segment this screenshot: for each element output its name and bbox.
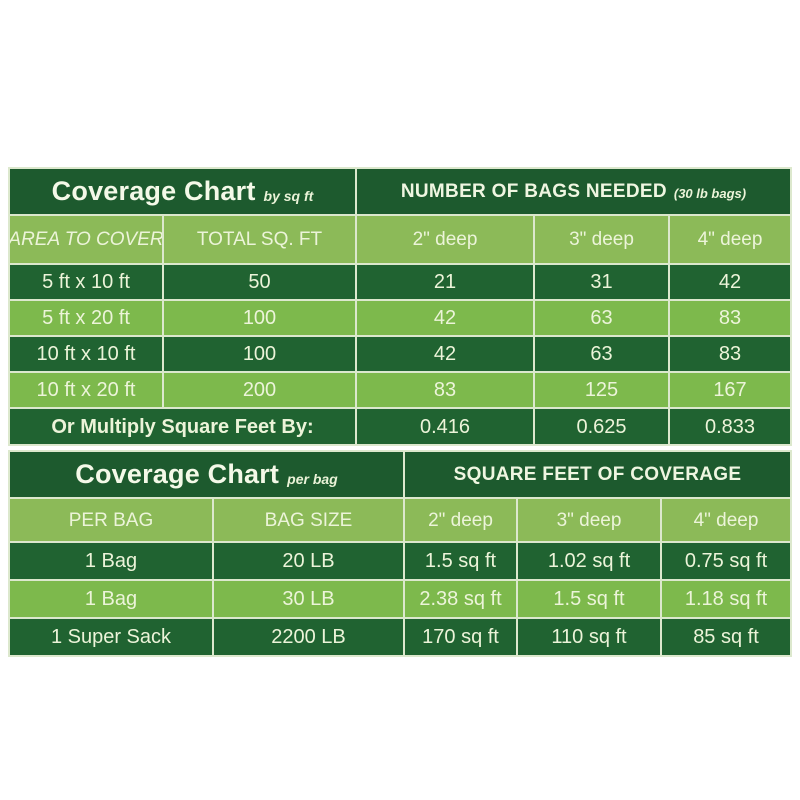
table2-title-text: Coverage Chart bbox=[75, 459, 280, 489]
table-cell: 10 ft x 20 ft bbox=[10, 373, 162, 407]
table-cell: 125 bbox=[535, 373, 668, 407]
column-header-bag-size: BAG SIZE bbox=[214, 499, 403, 541]
multiplier-value-4in: 0.833 bbox=[670, 409, 790, 444]
table-cell: 1.18 sq ft bbox=[662, 581, 790, 617]
table-cell: 0.75 sq ft bbox=[662, 543, 790, 579]
coverage-charts: Coverage Chart by sq ft NUMBER OF BAGS N… bbox=[8, 167, 792, 657]
table-cell: 63 bbox=[535, 337, 668, 371]
table-cell: 110 sq ft bbox=[518, 619, 660, 655]
column-header-per-bag: PER BAG bbox=[10, 499, 212, 541]
table-cell: 100 bbox=[164, 337, 355, 371]
table-cell: 1 Super Sack bbox=[10, 619, 212, 655]
table2-title: Coverage Chart per bag bbox=[10, 452, 403, 497]
table-cell: 5 ft x 20 ft bbox=[10, 301, 162, 335]
table-cell: 10 ft x 10 ft bbox=[10, 337, 162, 371]
table-cell: 1 Bag bbox=[10, 543, 212, 579]
table2-title-suffix: per bag bbox=[287, 470, 338, 487]
table-cell: 42 bbox=[670, 265, 790, 299]
table1-title-text: Coverage Chart bbox=[51, 176, 256, 206]
column-header-area-to-cover: AREA TO COVER bbox=[10, 216, 162, 263]
table-cell: 2.38 sq ft bbox=[405, 581, 516, 617]
table-cell: 85 sq ft bbox=[662, 619, 790, 655]
multiplier-row-label: Or Multiply Square Feet By: bbox=[10, 409, 355, 444]
table1-right-title-suffix: (30 lb bags) bbox=[673, 186, 747, 201]
table-cell: 100 bbox=[164, 301, 355, 335]
table1-right-title-text: NUMBER OF BAGS NEEDED bbox=[400, 181, 667, 202]
column-header-3in-deep: 3" deep bbox=[518, 499, 660, 541]
table1-right-title: NUMBER OF BAGS NEEDED (30 lb bags) bbox=[357, 169, 790, 214]
column-header-3in-deep: 3" deep bbox=[535, 216, 668, 263]
table-cell: 2200 LB bbox=[214, 619, 403, 655]
table-cell: 1.5 sq ft bbox=[405, 543, 516, 579]
table-cell: 83 bbox=[357, 373, 533, 407]
table-cell: 1.5 sq ft bbox=[518, 581, 660, 617]
table1-title: Coverage Chart by sq ft bbox=[10, 169, 355, 214]
table-cell: 167 bbox=[670, 373, 790, 407]
table-cell: 83 bbox=[670, 337, 790, 371]
multiplier-value-3in: 0.625 bbox=[535, 409, 668, 444]
table-cell: 42 bbox=[357, 337, 533, 371]
table2-right-title-text: SQUARE FEET OF COVERAGE bbox=[453, 464, 742, 485]
table-cell: 20 LB bbox=[214, 543, 403, 579]
column-header-4in-deep: 4" deep bbox=[670, 216, 790, 263]
coverage-table-by-sqft: Coverage Chart by sq ft NUMBER OF BAGS N… bbox=[8, 167, 792, 446]
table-cell: 1.02 sq ft bbox=[518, 543, 660, 579]
table-cell: 5 ft x 10 ft bbox=[10, 265, 162, 299]
table-cell: 200 bbox=[164, 373, 355, 407]
column-header-2in-deep: 2" deep bbox=[405, 499, 516, 541]
table-cell: 30 LB bbox=[214, 581, 403, 617]
table-cell: 21 bbox=[357, 265, 533, 299]
table1-title-suffix: by sq ft bbox=[263, 187, 314, 204]
column-header-2in-deep: 2" deep bbox=[357, 216, 533, 263]
coverage-table-per-bag: Coverage Chart per bag SQUARE FEET OF CO… bbox=[8, 450, 792, 657]
table-cell: 1 Bag bbox=[10, 581, 212, 617]
table-cell: 31 bbox=[535, 265, 668, 299]
table-cell: 50 bbox=[164, 265, 355, 299]
table-cell: 170 sq ft bbox=[405, 619, 516, 655]
multiplier-value-2in: 0.416 bbox=[357, 409, 533, 444]
table-cell: 83 bbox=[670, 301, 790, 335]
table-cell: 63 bbox=[535, 301, 668, 335]
column-header-4in-deep: 4" deep bbox=[662, 499, 790, 541]
table2-right-title: SQUARE FEET OF COVERAGE bbox=[405, 452, 790, 497]
column-header-total-sqft: TOTAL SQ. FT bbox=[164, 216, 355, 263]
table-cell: 42 bbox=[357, 301, 533, 335]
